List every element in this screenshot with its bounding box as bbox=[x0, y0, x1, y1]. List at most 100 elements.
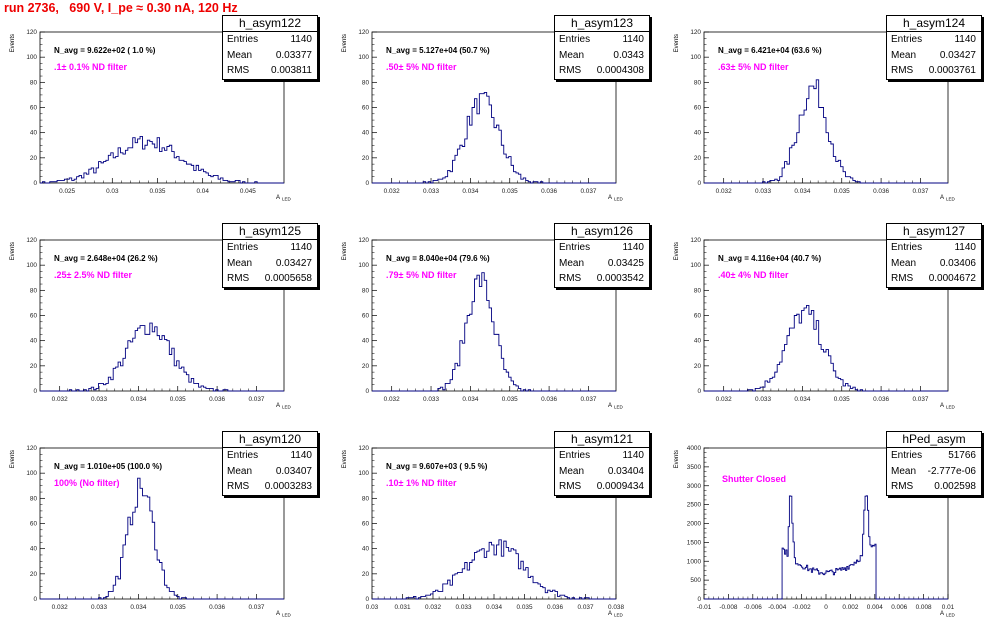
stats-value: 0.003811 bbox=[271, 65, 312, 76]
stats-label: Entries bbox=[891, 450, 923, 461]
x-tick-label: 0.035 bbox=[149, 188, 165, 195]
stats-box: h_asym124 Entries 1140 Mean 0.03427 RMS 0.0003… bbox=[886, 15, 982, 80]
stats-label: RMS bbox=[227, 273, 250, 284]
y-tick-label: 80 bbox=[30, 287, 38, 294]
histogram-series bbox=[40, 322, 284, 392]
histogram-plot: 0 20 40 60 80 100 120 0.032 0.033 0.034 0.035 0.036… bbox=[674, 237, 956, 410]
x-tick-label: 0.032 bbox=[384, 396, 400, 403]
y-tick-label: 80 bbox=[362, 79, 370, 86]
y-tick-label: 40 bbox=[694, 338, 702, 345]
histogram-pad-h_asym125: 0 20 40 60 80 100 120 0.032 0.033 0.034 0.035 0.036… bbox=[0, 223, 332, 435]
stats-value: 1140 bbox=[622, 242, 644, 253]
x-tick-label: 0.04 bbox=[196, 188, 209, 195]
y-tick-label: 120 bbox=[26, 29, 37, 36]
histogram-name: hPed_asym bbox=[887, 432, 981, 448]
y-tick-label: 40 bbox=[362, 338, 370, 345]
x-tick-label: 0.036 bbox=[873, 396, 889, 403]
x-tick-label: 0.035 bbox=[170, 396, 186, 403]
stats-row-mean: Mean 0.03407 bbox=[223, 464, 317, 480]
y-axis-label: Events bbox=[342, 450, 348, 468]
x-tick-label: 0 bbox=[824, 604, 828, 611]
stats-row-rms: RMS 0.0003542 bbox=[555, 271, 649, 287]
y-tick-label: 60 bbox=[694, 313, 702, 320]
y-axis-label: Events bbox=[342, 242, 348, 260]
n-avg-label: N_avg = 6.421e+04 (63.6 %) bbox=[718, 46, 822, 55]
x-tick-label: 0.034 bbox=[462, 188, 478, 195]
histogram-series bbox=[372, 91, 616, 184]
x-axis-label: A LED bbox=[940, 195, 956, 202]
x-tick-label: 0.036 bbox=[209, 396, 225, 403]
histogram-pad-h_asym126: 0 20 40 60 80 100 120 0.032 0.033 0.034 0.035 0.036… bbox=[332, 223, 664, 435]
x-tick-label: 0.032 bbox=[52, 604, 68, 611]
histogram-plot: 0 500 1000 1500 2000 2500 3000 3500 4000 -0.01 -0.… bbox=[674, 445, 956, 618]
x-tick-label: 0.034 bbox=[794, 396, 810, 403]
x-tick-label: 0.037 bbox=[578, 604, 594, 611]
y-axis-label: Events bbox=[10, 450, 16, 468]
x-tick-label: 0.037 bbox=[912, 188, 928, 195]
y-tick-label: 120 bbox=[690, 29, 701, 36]
y-tick-label: 20 bbox=[694, 155, 702, 162]
histogram-series bbox=[40, 477, 284, 600]
stats-label: RMS bbox=[227, 65, 250, 76]
n-avg-label: N_avg = 4.116e+04 (40.7 %) bbox=[718, 254, 822, 263]
filter-note: 100% (No filter) bbox=[54, 478, 120, 488]
stats-value: 0.03377 bbox=[275, 49, 312, 61]
stats-box: h_asym125 Entries 1140 Mean 0.03427 RMS 0.0005… bbox=[222, 223, 318, 288]
y-axis-label: Events bbox=[674, 450, 680, 468]
x-tick-label: -0.004 bbox=[768, 604, 787, 611]
histogram-name: h_asym125 bbox=[223, 224, 317, 240]
x-tick-label: 0.033 bbox=[423, 188, 439, 195]
y-tick-label: 60 bbox=[694, 105, 702, 112]
filter-note: .40± 4% ND filter bbox=[718, 270, 789, 280]
x-axis-label: A LED bbox=[608, 195, 624, 202]
x-tick-label: 0.037 bbox=[580, 396, 596, 403]
stats-label: Mean bbox=[559, 465, 585, 477]
stats-label: RMS bbox=[559, 481, 582, 492]
x-tick-label: 0.032 bbox=[425, 604, 441, 611]
histogram-pad-hPed_asym: 0 500 1000 1500 2000 2500 3000 3500 4000 -0.01 -0.… bbox=[664, 431, 996, 643]
y-axis-label: Events bbox=[674, 34, 680, 52]
histogram-pad-h_asym122: 0 20 40 60 80 100 120 0.025 0.03 0.035 0.04 0.045 Ev… bbox=[0, 15, 332, 227]
histogram-plot: 0 20 40 60 80 100 120 0.03 0.031 0.032 0.033 0.034 0… bbox=[342, 445, 624, 618]
stats-label: Entries bbox=[227, 242, 259, 253]
x-tick-label: -0.002 bbox=[793, 604, 812, 611]
stats-label: Entries bbox=[559, 242, 591, 253]
y-tick-label: 100 bbox=[358, 470, 369, 477]
stats-value: 0.03427 bbox=[275, 257, 312, 269]
stats-value: 0.002598 bbox=[934, 481, 976, 492]
y-tick-label: 120 bbox=[26, 237, 37, 244]
histogram-pad-h_asym123: 0 20 40 60 80 100 120 0.032 0.033 0.034 0.035 0.036… bbox=[332, 15, 664, 227]
x-tick-label: 0.01 bbox=[942, 604, 955, 611]
histogram-plot: 0 20 40 60 80 100 120 0.032 0.033 0.034 0.035 0.036… bbox=[674, 29, 956, 202]
x-tick-label: 0.037 bbox=[248, 604, 264, 611]
x-tick-label: 0.034 bbox=[130, 396, 146, 403]
x-axis-label: A LED bbox=[276, 403, 292, 410]
y-tick-label: 0 bbox=[33, 388, 37, 395]
y-tick-label: 3000 bbox=[687, 483, 702, 490]
stats-value: 1140 bbox=[290, 242, 312, 253]
x-axis-label: A LED bbox=[608, 611, 624, 618]
y-tick-label: 60 bbox=[30, 521, 38, 528]
y-tick-label: 60 bbox=[30, 313, 38, 320]
x-axis-label: A LED bbox=[940, 611, 956, 618]
y-tick-label: 0 bbox=[365, 596, 369, 603]
y-tick-label: 2000 bbox=[687, 521, 702, 528]
y-axis-label: Events bbox=[674, 242, 680, 260]
y-tick-label: 20 bbox=[694, 363, 702, 370]
histogram-pad-h_asym124: 0 20 40 60 80 100 120 0.032 0.033 0.034 0.035 0.036… bbox=[664, 15, 996, 227]
x-tick-label: 0.037 bbox=[912, 396, 928, 403]
stats-box: h_asym120 Entries 1140 Mean 0.03407 RMS 0.0003… bbox=[222, 431, 318, 496]
x-axis-label: A LED bbox=[276, 611, 292, 618]
filter-note: .25± 2.5% ND filter bbox=[54, 270, 132, 280]
stats-value: 0.03425 bbox=[607, 257, 644, 269]
stats-row-entries: Entries 1140 bbox=[555, 32, 649, 48]
stats-value: 1140 bbox=[290, 450, 312, 461]
stats-label: Entries bbox=[559, 450, 591, 461]
x-tick-label: 0.036 bbox=[547, 604, 563, 611]
n-avg-label: N_avg = 8.040e+04 (79.6 %) bbox=[386, 254, 490, 263]
stats-label: Entries bbox=[891, 242, 923, 253]
y-tick-label: 120 bbox=[26, 445, 37, 452]
x-tick-label: 0.036 bbox=[209, 604, 225, 611]
y-tick-label: 120 bbox=[358, 445, 369, 452]
stats-box: h_asym121 Entries 1140 Mean 0.03404 RMS 0.0009… bbox=[554, 431, 650, 496]
